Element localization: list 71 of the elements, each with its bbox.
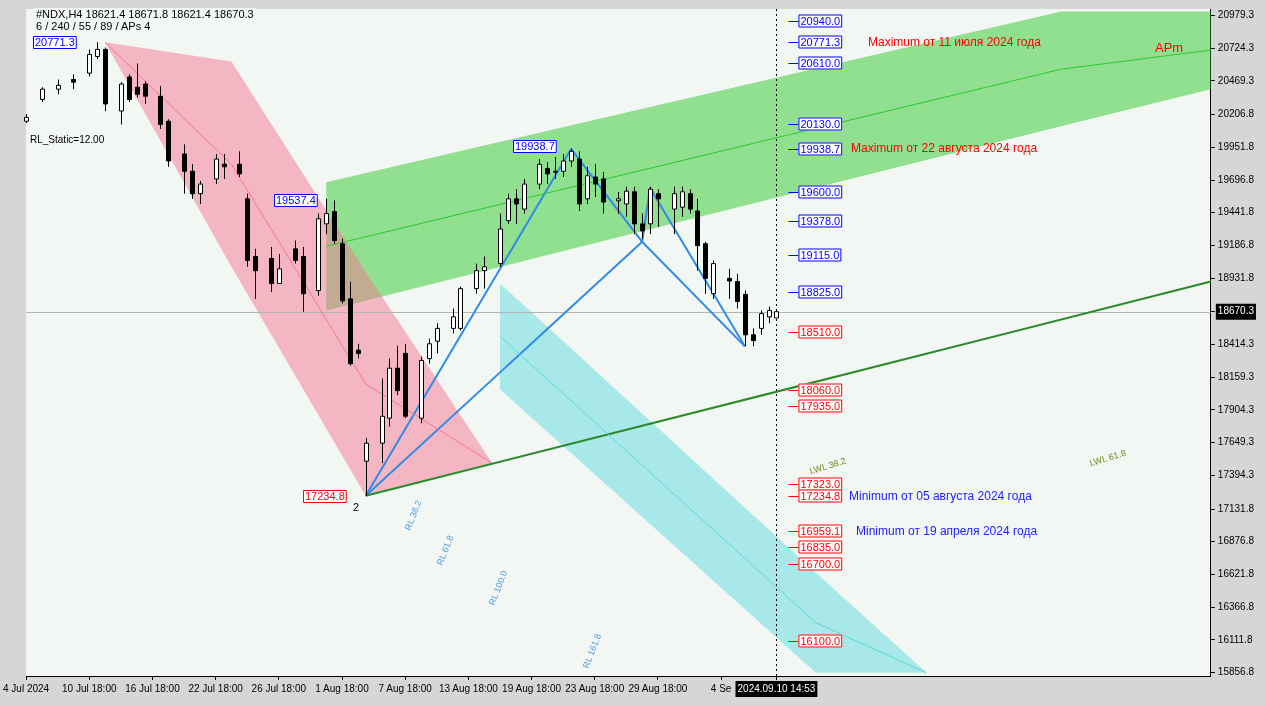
x-tick-label: 26 Jul 18:00 [251, 682, 307, 694]
y-tick-label: 17394.3 [1217, 469, 1255, 481]
ref-line-label: 20610.0 [800, 56, 841, 69]
x-tick-label: 1 Aug 18:00 [315, 682, 370, 694]
x-tick-label: 13 Aug 18:00 [438, 682, 499, 694]
ref-line-label: 18825.0 [800, 285, 841, 298]
y-tick-label: 20979.3 [1217, 9, 1255, 21]
y-tick-label: 18414.3 [1217, 338, 1255, 350]
y-tick-label: 19951.8 [1217, 141, 1255, 153]
y-tick-label: 16111.8 [1217, 633, 1253, 645]
x-tick-label: 16 Jul 18:00 [125, 682, 181, 694]
ref-line-label: 16959.1 [800, 524, 841, 537]
x-tick-label: 22 Jul 18:00 [188, 682, 244, 694]
annotation: RL 61.8 [434, 533, 456, 567]
y-tick-label: 18931.8 [1217, 271, 1255, 283]
annotation: 19938.7 [515, 140, 555, 153]
x-tick-label: 2024.09.10 14:53 [737, 682, 816, 694]
text: 6 / 240 / 55 / 89 / APs 4 [34, 20, 153, 32]
ref-line-label: 19378.0 [800, 214, 841, 227]
x-tick-label: 29 Aug 18:00 [628, 682, 688, 694]
y-tick-label: 19441.8 [1217, 206, 1255, 218]
y-tick-label: 16621.8 [1217, 568, 1255, 580]
ref-line-label: 18510.0 [800, 325, 841, 338]
y-tick-label: 18159.3 [1217, 370, 1255, 382]
annotation: 2 [353, 501, 360, 514]
y-tick-label: 17649.3 [1217, 436, 1255, 448]
ref-line-label: 17935.0 [800, 399, 841, 412]
y-tick-label: 15856.8 [1217, 666, 1255, 678]
y-tick-label: 20206.8 [1217, 108, 1255, 120]
x-tick-label: 4 Jul 2024 [3, 682, 50, 694]
annotation: LWL 61.8 [1088, 447, 1128, 469]
chart-title: #NDX,H4 18621.4 18671.8 18621.4 18670.3 [34, 8, 256, 20]
ref-line-label: 20940.0 [800, 14, 841, 27]
annotation: 19537.4 [276, 194, 316, 207]
y-tick-label: 19696.8 [1217, 173, 1255, 185]
x-tick-label: 7 Aug 18:00 [378, 682, 433, 694]
ref-line-label: 16700.0 [800, 557, 841, 570]
ref-line-label: 17323.0 [800, 477, 841, 490]
y-tick-label: 16366.8 [1217, 600, 1255, 612]
ref-line-label: 20771.3 [800, 35, 841, 48]
annotation: Minimum от 19 апреля 2024 года [856, 524, 1038, 539]
y-tick-label: 19186.8 [1217, 239, 1255, 251]
annotation: 20771.3 [35, 36, 75, 49]
ref-line-label: 19600.0 [800, 185, 841, 198]
x-tick-label: 23 Aug 18:00 [565, 682, 625, 694]
y-tick-label: 18670.3 [1217, 305, 1255, 317]
ref-line-label: 18060.0 [800, 383, 841, 396]
x-tick-label: 10 Jul 18:00 [62, 682, 117, 694]
annotation: APm [1155, 39, 1184, 55]
annotation: Maximum от 11 июля 2024 года [868, 35, 1042, 50]
annotation: Maximum от 22 августа 2024 года [851, 141, 1038, 156]
annotation: Minimum от 05 августа 2024 года [849, 489, 1033, 504]
ref-line-label: 20130.0 [800, 117, 841, 130]
annotation: LWL 38.2 [808, 455, 848, 477]
ref-line-label: 19115.0 [800, 248, 840, 261]
y-tick-label: 20724.3 [1217, 41, 1255, 53]
ref-line-label: 16100.0 [800, 634, 841, 647]
annotation: RL_Static=12.00 [30, 133, 105, 145]
ref-line-label: 16835.0 [800, 540, 841, 553]
x-tick-label: 4 Se [710, 682, 732, 694]
y-tick-label: 17131.8 [1217, 502, 1255, 514]
annotation: RL 161.8 [580, 632, 604, 670]
x-tick-label: 19 Aug 18:00 [502, 682, 562, 694]
annotation: RL 38.2 [402, 498, 424, 532]
annotation: 17234.8 [305, 490, 345, 503]
y-tick-label: 16876.8 [1217, 535, 1255, 547]
y-tick-label: 17904.3 [1217, 403, 1255, 415]
ref-line-label: 17234.8 [800, 489, 841, 502]
ref-line-label: 19938.7 [800, 142, 841, 155]
annotation: RL 100.0 [486, 569, 510, 607]
y-tick-label: 20469.3 [1217, 74, 1255, 86]
